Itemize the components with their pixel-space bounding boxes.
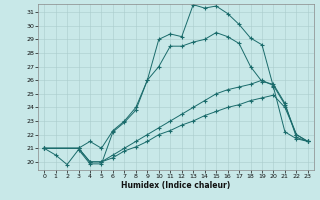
X-axis label: Humidex (Indice chaleur): Humidex (Indice chaleur) <box>121 181 231 190</box>
